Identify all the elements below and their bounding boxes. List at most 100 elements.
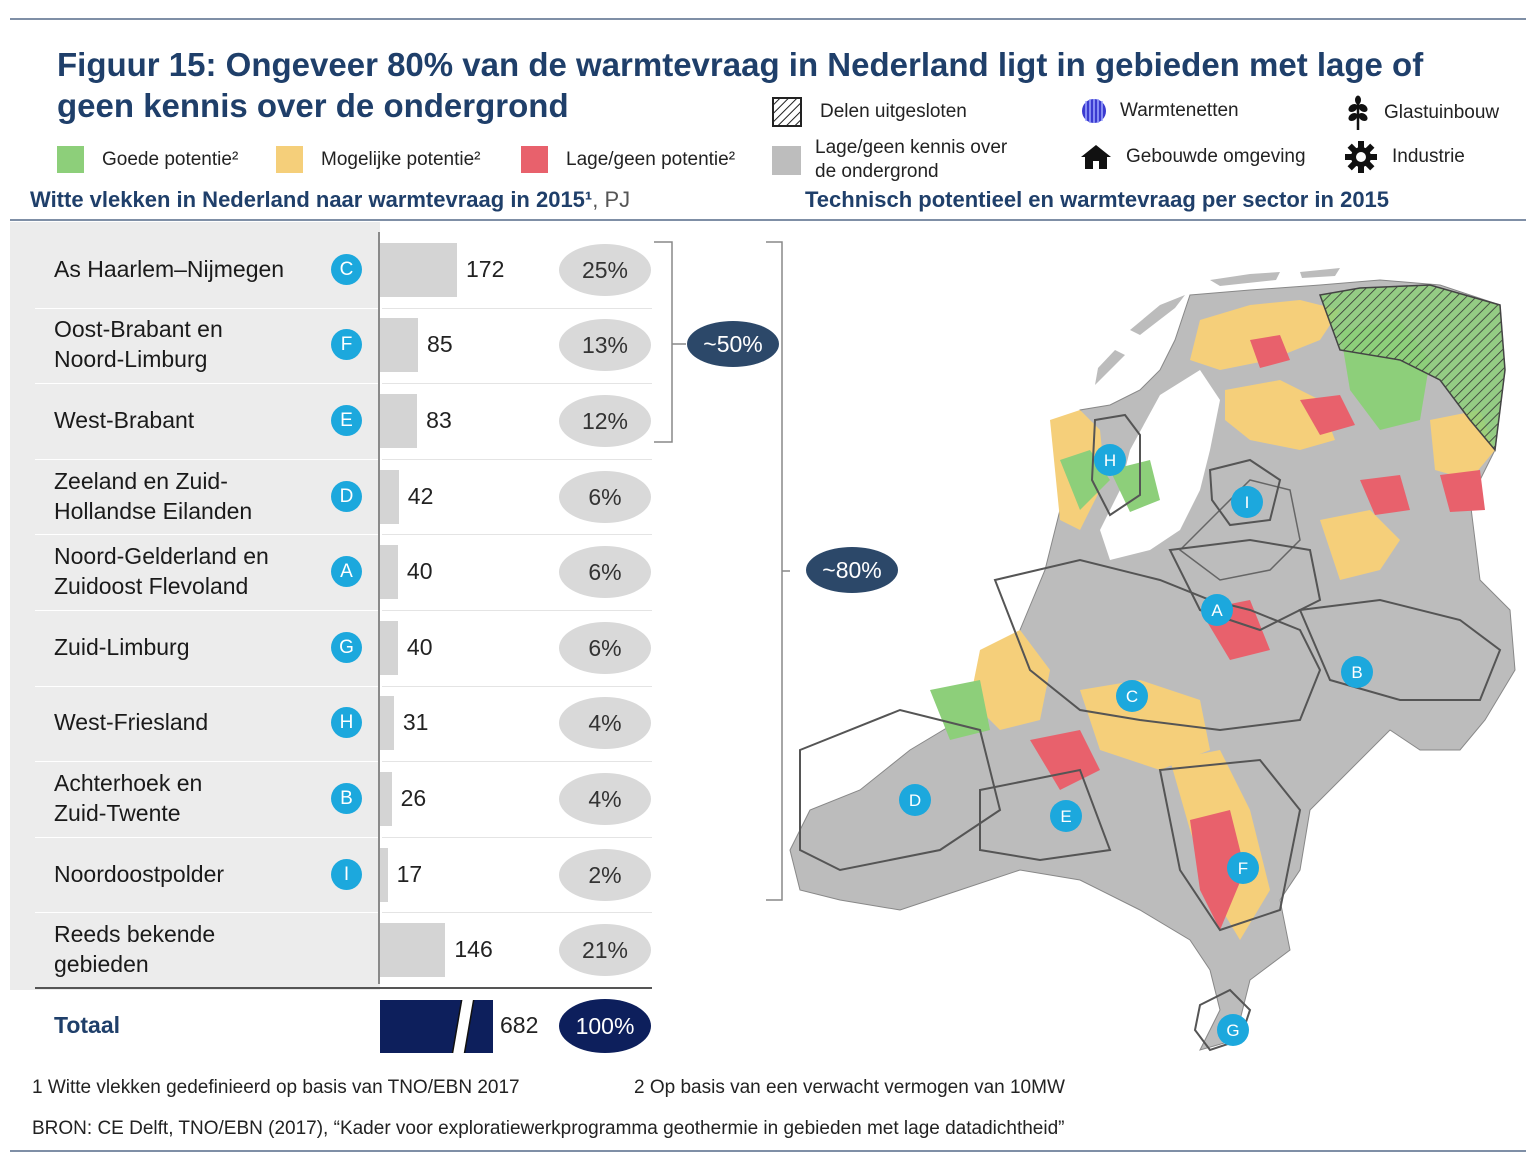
left-heading-unit: , PJ (592, 187, 631, 212)
zone-red-4 (1440, 470, 1485, 512)
legend-kennis-label: Lage/geen kennis over de ondergrond (815, 136, 1007, 184)
island-ameland (1300, 268, 1340, 278)
share-pill: 4% (559, 773, 651, 825)
footnote-one: 1 Witte vlekken gedefinieerd op basis va… (32, 1077, 520, 1098)
row-label-line1: West-Friesland (54, 709, 209, 736)
row-divider (35, 761, 378, 763)
row-label-line1: Achterhoek en (54, 770, 203, 796)
total-rule (35, 987, 652, 989)
row-divider (35, 685, 378, 687)
outline-achterhoek (1298, 598, 1502, 701)
legend-gebouwde-label: Gebouwde omgeving (1126, 146, 1306, 167)
row-label-line2: Zuid-Twente (54, 800, 181, 826)
region-badge: D (331, 480, 362, 512)
zone-red-2 (1300, 395, 1355, 435)
island-vlieland (1130, 295, 1185, 335)
row-label-line2: Zuidoost Flevoland (54, 573, 249, 600)
legend-industrie-label: Industrie (1392, 146, 1465, 167)
legend-warmtenetten-label: Warmtenetten (1120, 100, 1239, 121)
plant-icon (1348, 95, 1368, 130)
outline-noordoostpolder (1208, 458, 1282, 527)
row-divider-right (382, 307, 652, 309)
share-pill: 21% (559, 924, 651, 977)
bar-axis (378, 232, 380, 984)
bar-value-label: 83 (426, 407, 452, 433)
row-divider-right (382, 836, 652, 838)
row-label: Noordoostpolder (54, 859, 224, 889)
map-region-marker (1201, 594, 1233, 626)
row-divider-right (382, 458, 652, 460)
map-region-code: H (1104, 451, 1116, 470)
zone-red-3 (1360, 475, 1410, 515)
row-divider-right (382, 761, 652, 763)
zone-zh-green (930, 680, 990, 740)
share-pill: 25% (559, 243, 651, 296)
left-heading-text: Witte vlekken in Nederland naar warmtevr… (30, 187, 593, 212)
share-pill: 2% (559, 848, 651, 901)
map-region-marker (1050, 800, 1082, 832)
legend-uitgesloten-label: Delen uitgesloten (820, 101, 967, 122)
legend-kennis: Lage/geen kennis over de ondergrond (772, 136, 1007, 184)
right-heading: Technisch potentieel en warmtevraag per … (805, 187, 1390, 212)
island-texel (1095, 350, 1125, 385)
legend-warmtenetten: Warmtenetten (1080, 97, 1239, 125)
map-region-code: B (1351, 663, 1362, 682)
top-rule (10, 18, 1526, 20)
warmtenet-icon (1082, 99, 1106, 123)
map-region-code: A (1211, 601, 1223, 620)
row-label-line2: Hollandse Eilanden (54, 497, 253, 524)
legend-goede: Goede potentie² (57, 146, 238, 173)
total-label: Totaal (54, 1012, 121, 1038)
bar (380, 847, 388, 902)
zone-friesland-yellow (1190, 300, 1340, 370)
map-region-marker (1116, 680, 1148, 712)
legend-lage-label: Lage/geen potentie² (566, 148, 736, 170)
total-bar (380, 1000, 493, 1053)
row-label: Reeds bekende gebieden (54, 919, 215, 979)
map-region-marker (1094, 444, 1126, 476)
zone-excluded-hatch (1318, 284, 1506, 452)
row-label-line1: Oost-Brabant en (54, 316, 223, 343)
row-label: Zuid-Limburg (54, 632, 190, 662)
bar (380, 772, 392, 826)
source-note: BRON: CE Delft, TNO/EBN (2017), “Kader v… (32, 1118, 1065, 1139)
row-divider (35, 383, 378, 385)
row-label: Zeeland en Zuid- Hollandse Eilanden (54, 466, 252, 526)
region-badge: B (331, 783, 362, 814)
row-label-line1: Reeds bekende (54, 921, 216, 948)
row-divider (35, 610, 378, 611)
region-outlines (799, 413, 1502, 1052)
row-divider (35, 534, 378, 536)
row-label: West-Friesland (54, 707, 208, 737)
bar-value-label: 26 (400, 785, 427, 811)
row-divider (35, 307, 378, 309)
bar-value-label: 40 (406, 558, 433, 585)
row-divider-right (382, 383, 652, 385)
footnote-two: 2 Op basis van een verwacht vermogen van… (634, 1077, 1065, 1098)
bar (380, 318, 419, 373)
row-divider-right (382, 685, 652, 687)
map-region-marker (1231, 486, 1263, 518)
map-region-code: C (1126, 687, 1138, 706)
region-badge: F (331, 329, 362, 361)
bar (380, 394, 418, 448)
total-share: 100% (559, 999, 651, 1053)
row-label: Achterhoek en Zuid-Twente (54, 768, 202, 828)
legend-gebouwde: Gebouwde omgeving (1080, 143, 1306, 171)
row-divider (35, 458, 378, 460)
zone-red-6 (1190, 810, 1245, 930)
heading-rule (10, 219, 1526, 221)
legend-mogelijke: Mogelijke potentie² (276, 146, 480, 173)
legend-uitgesloten: Delen uitgesloten (772, 97, 967, 127)
region-badges: C F E D A G H B I (899, 444, 1373, 1046)
row-label: Oost-Brabant en Noord-Limburg (54, 314, 223, 374)
left-heading: Witte vlekken in Nederland naar warmtevr… (30, 187, 630, 213)
row-label-line1: Noordoostpolder (54, 860, 225, 887)
flevoland (1178, 479, 1301, 581)
region-badge: H (331, 707, 362, 739)
bar-value-label: 42 (407, 482, 434, 509)
outline-haarlem-nijmegen (993, 558, 1322, 732)
legend-glastuinbouw: Glastuinbouw (1346, 95, 1499, 131)
outline-noordgelderland (1168, 538, 1322, 632)
zone-overijssel-yellow (1320, 510, 1400, 580)
